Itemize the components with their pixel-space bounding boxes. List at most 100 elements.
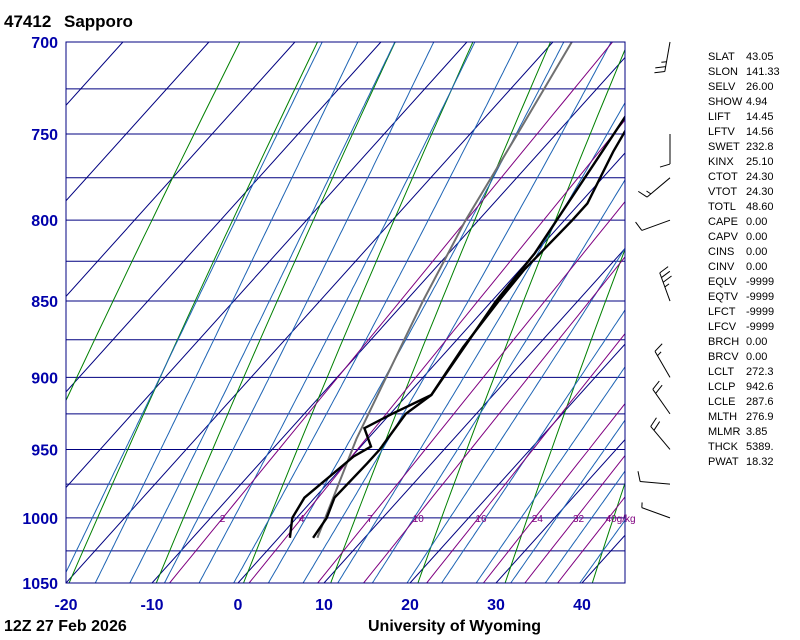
barb-flag bbox=[654, 71, 665, 74]
index-row: THCK 5389. bbox=[708, 440, 780, 455]
index-row: MLMR 3.85 bbox=[708, 425, 780, 440]
index-name: LCLE bbox=[708, 396, 736, 408]
index-row: PWAT 18.32 bbox=[708, 455, 780, 470]
index-value: 0.00 bbox=[746, 351, 768, 363]
wind-barb bbox=[637, 471, 671, 485]
wind-barb bbox=[652, 380, 671, 415]
wind-barb bbox=[650, 417, 671, 450]
moist-adiabat bbox=[233, 42, 519, 583]
index-name: EQTV bbox=[708, 291, 738, 303]
moist-adiabat bbox=[66, 42, 323, 574]
moist-adiabat bbox=[163, 42, 435, 583]
index-name: SLAT bbox=[708, 51, 735, 63]
moist-adiabat bbox=[129, 42, 396, 583]
mixing-ratio-label: 24 bbox=[532, 514, 544, 525]
index-row: LIFT 14.45 bbox=[708, 110, 780, 125]
x-tick-label: 0 bbox=[234, 597, 243, 614]
index-value: 0.00 bbox=[746, 231, 768, 243]
barb-half-flag bbox=[657, 351, 662, 357]
index-value: -9999 bbox=[746, 291, 775, 303]
wind-barb bbox=[641, 502, 671, 519]
index-name: THCK bbox=[708, 441, 738, 453]
index-row: LFCV -9999 bbox=[708, 320, 780, 335]
index-name: EQLV bbox=[708, 276, 737, 288]
index-value: 24.30 bbox=[746, 171, 774, 183]
index-name: LIFT bbox=[708, 111, 731, 123]
dry-adiabat bbox=[417, 48, 625, 583]
x-tick-label: -10 bbox=[140, 597, 163, 614]
mixing-ratio-label: 40g/kg bbox=[606, 514, 636, 525]
index-value: 0.00 bbox=[746, 216, 768, 228]
mixing-ratio-label: 16 bbox=[475, 514, 487, 525]
dry-adiabat bbox=[155, 42, 396, 583]
index-row: BRCH 0.00 bbox=[708, 335, 780, 350]
index-name: SHOW bbox=[708, 96, 743, 108]
dewpoint-curve bbox=[288, 114, 625, 538]
wind-barb bbox=[659, 134, 671, 168]
y-tick-label: 1050 bbox=[22, 576, 58, 593]
index-name: VTOT bbox=[708, 186, 738, 198]
index-name: LFCV bbox=[708, 321, 737, 333]
dry-adiabat bbox=[504, 247, 625, 583]
dry-adiabat bbox=[330, 42, 552, 583]
index-name: LCLT bbox=[708, 366, 735, 378]
mixing-ratio-line bbox=[426, 332, 625, 583]
moist-adiabat bbox=[198, 42, 476, 583]
index-row: CTOT 24.30 bbox=[708, 170, 780, 185]
index-row: EQTV -9999 bbox=[708, 290, 780, 305]
barb-flag bbox=[661, 270, 671, 278]
index-value: 4.94 bbox=[746, 96, 768, 108]
x-tick-label: 40 bbox=[573, 597, 591, 614]
barb-flag bbox=[659, 163, 671, 168]
index-row: SHOW 4.94 bbox=[708, 95, 780, 110]
index-name: CINV bbox=[708, 261, 735, 273]
index-value: 276.9 bbox=[746, 411, 774, 423]
dry-adiabat bbox=[591, 481, 625, 583]
index-name: LCLP bbox=[708, 381, 736, 393]
isotherm-line bbox=[323, 247, 625, 583]
dry-adiabat bbox=[66, 42, 241, 402]
y-tick-label: 850 bbox=[31, 294, 58, 311]
moist-adiabat bbox=[94, 42, 359, 583]
index-value: 287.6 bbox=[746, 396, 774, 408]
isotherm-line bbox=[0, 42, 37, 583]
mixing-ratio-line bbox=[168, 42, 614, 583]
index-row: LFTV 14.56 bbox=[708, 125, 780, 140]
index-value: 0.00 bbox=[746, 261, 768, 273]
index-value: 3.85 bbox=[746, 426, 768, 438]
barb-half-flag bbox=[664, 283, 670, 288]
mixing-ratio-line bbox=[524, 454, 625, 583]
barb-flag bbox=[652, 380, 660, 390]
wind-barb bbox=[654, 343, 671, 378]
height-label: 2997 m bbox=[68, 0, 101, 3]
barb-half-flag bbox=[646, 190, 652, 195]
index-name: MLMR bbox=[708, 426, 741, 438]
temperature-curve bbox=[312, 129, 625, 539]
x-tick-label: 10 bbox=[315, 597, 333, 614]
index-row: SLAT 43.05 bbox=[708, 50, 780, 65]
mixing-ratio-label: 2 bbox=[220, 514, 226, 525]
y-tick-label: 1000 bbox=[22, 511, 58, 528]
mixing-ratio-label: 7 bbox=[367, 514, 373, 525]
height-label: 141 m bbox=[68, 0, 96, 3]
x-tick-label: 30 bbox=[487, 597, 505, 614]
barb-flag bbox=[662, 275, 672, 283]
height-label: 768 m bbox=[68, 0, 96, 3]
barb-flag bbox=[650, 417, 657, 427]
index-value: 942.6 bbox=[746, 381, 774, 393]
barb-flag bbox=[655, 384, 663, 394]
mixing-ratio-line bbox=[556, 496, 625, 583]
moist-adiabat bbox=[406, 247, 625, 583]
index-value: -9999 bbox=[746, 321, 775, 333]
barb-shaft bbox=[641, 219, 671, 231]
station-name: Sapporo bbox=[64, 12, 133, 31]
index-name: SELV bbox=[708, 81, 736, 93]
index-row: MLTH 276.9 bbox=[708, 410, 780, 425]
index-value: 0.00 bbox=[746, 336, 768, 348]
index-name: CINS bbox=[708, 246, 735, 258]
isotherm-line bbox=[66, 42, 210, 202]
mixing-ratio-label: 4 bbox=[299, 514, 305, 525]
credit: University of Wyoming bbox=[368, 618, 542, 635]
index-row: CINS 0.00 bbox=[708, 245, 780, 260]
